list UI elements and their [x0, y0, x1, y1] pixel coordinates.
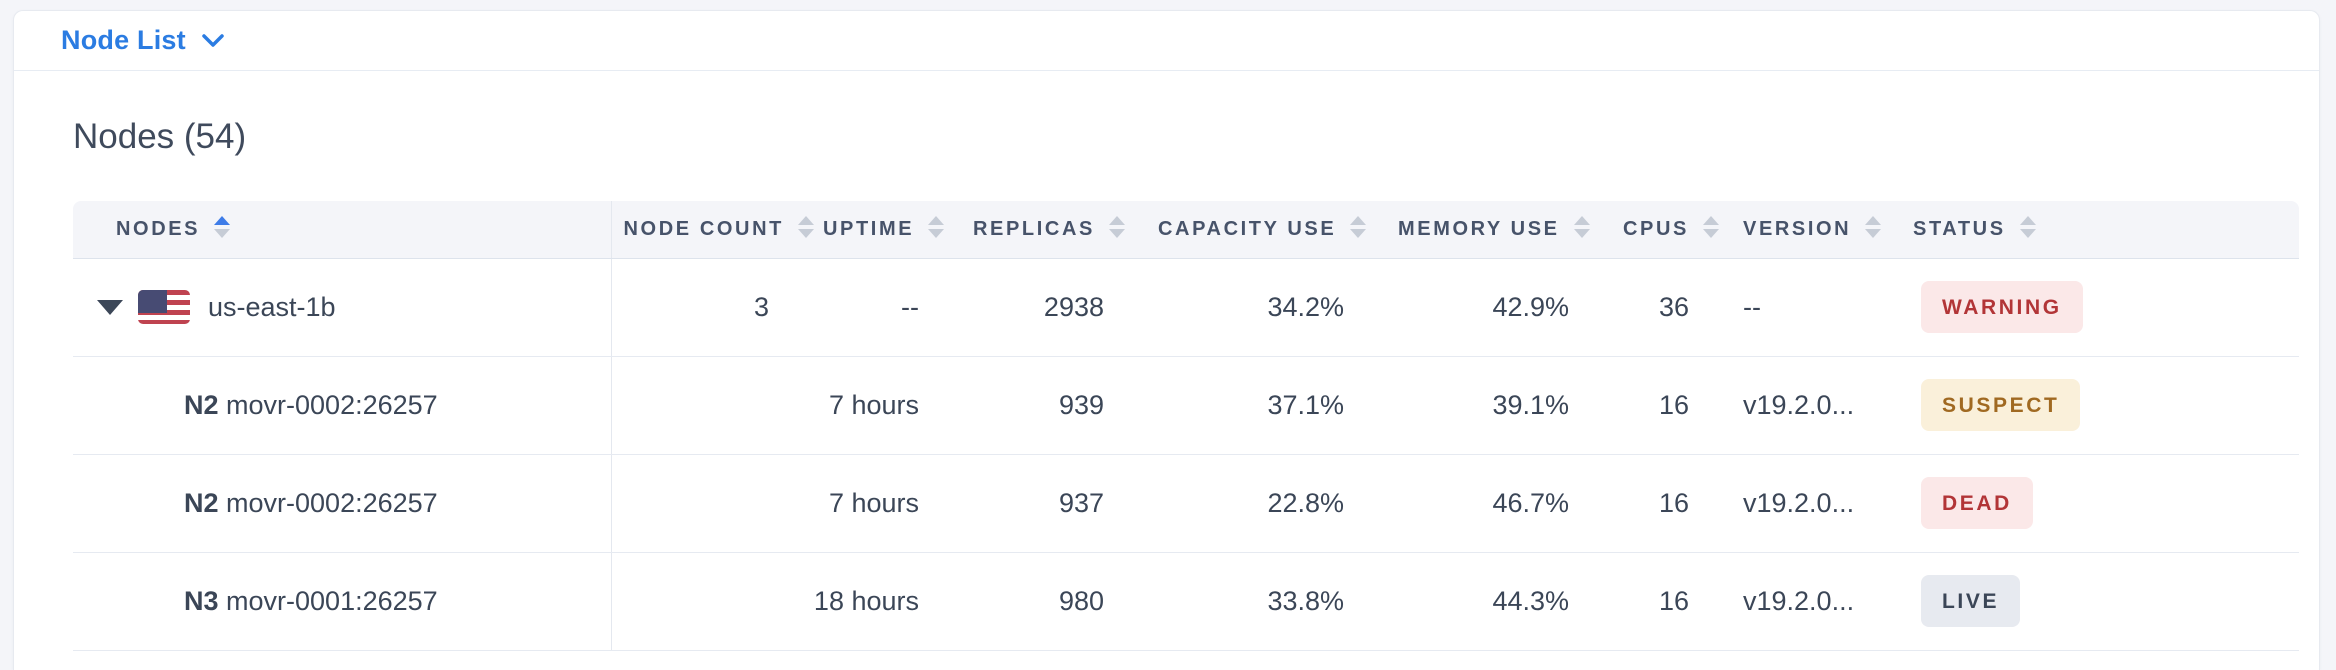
memory-use-cell: 42.9%: [1386, 258, 1611, 357]
version-cell: v19.2.0...: [1731, 356, 1901, 455]
us-flag-icon: [138, 290, 190, 324]
uptime-cell: 7 hours: [811, 356, 961, 455]
replicas-cell: 2938: [961, 258, 1146, 357]
sort-icon: [1865, 216, 1882, 239]
table-row-node[interactable]: N3 movr-0001:26257 18 hours 980 33.8% 44…: [73, 552, 2299, 651]
version-cell: v19.2.0...: [1731, 552, 1901, 651]
sort-icon: [214, 216, 231, 239]
column-label: CPUS: [1623, 217, 1689, 240]
node-address: movr-0002:26257: [226, 487, 438, 518]
page-title: Nodes (54): [73, 117, 247, 156]
cpus-cell: 16: [1611, 356, 1731, 455]
table-row-region[interactable]: us-east-1b 3 -- 2938 34.2% 42.9% 36 -- W…: [73, 258, 2299, 357]
table-row-node[interactable]: N2 movr-0002:26257 7 hours 939 37.1% 39.…: [73, 356, 2299, 455]
status-badge: DEAD: [1921, 477, 2033, 529]
sort-icon: [1702, 216, 1719, 239]
sort-icon: [1573, 216, 1590, 239]
column-label: UPTIME: [823, 217, 915, 240]
node-id: N3: [184, 585, 219, 616]
column-header-version[interactable]: VERSION: [1731, 201, 1901, 259]
column-header-uptime[interactable]: UPTIME: [811, 201, 961, 259]
table-row-node[interactable]: N2 movr-0002:26257 7 hours 937 22.8% 46.…: [73, 454, 2299, 553]
memory-use-cell: 39.1%: [1386, 356, 1611, 455]
column-header-node-count[interactable]: NODE COUNT: [611, 201, 814, 259]
column-header-cpus[interactable]: CPUS: [1611, 201, 1731, 259]
main-content: Nodes (54) NODES NODE COUNT UPTIME: [14, 117, 2319, 651]
replicas-cell: 939: [961, 356, 1146, 455]
caret-down-icon[interactable]: [97, 299, 123, 315]
column-label: MEMORY USE: [1398, 217, 1560, 240]
node-address: movr-0001:26257: [226, 585, 438, 616]
capacity-use-cell: 37.1%: [1146, 356, 1386, 455]
node-count-cell: [611, 552, 811, 651]
sort-icon: [1350, 216, 1367, 239]
column-header-replicas[interactable]: REPLICAS: [961, 201, 1146, 259]
node-list-card: Node List Nodes (54) NODES NODE COUNT: [13, 10, 2320, 670]
status-badge: WARNING: [1921, 281, 2083, 333]
node-count-cell: [611, 454, 811, 553]
column-label: CAPACITY USE: [1158, 217, 1337, 240]
sort-icon: [797, 216, 814, 239]
replicas-cell: 937: [961, 454, 1146, 553]
node-id: N2: [184, 487, 219, 518]
memory-use-cell: 46.7%: [1386, 454, 1611, 553]
cpus-cell: 36: [1611, 258, 1731, 357]
replicas-cell: 980: [961, 552, 1146, 651]
uptime-cell: --: [811, 258, 961, 357]
table-header-row: NODES NODE COUNT UPTIME REPLICAS CAPACIT…: [73, 201, 2299, 259]
version-cell: --: [1731, 258, 1901, 357]
memory-use-cell: 44.3%: [1386, 552, 1611, 651]
column-label: STATUS: [1913, 217, 2006, 240]
column-label: VERSION: [1743, 217, 1852, 240]
status-badge: SUSPECT: [1921, 379, 2081, 431]
node-list-dropdown[interactable]: Node List: [61, 25, 224, 56]
region-name: us-east-1b: [208, 291, 336, 322]
sort-icon: [1108, 216, 1125, 239]
version-cell: v19.2.0...: [1731, 454, 1901, 553]
cpus-cell: 16: [1611, 454, 1731, 553]
node-id: N2: [184, 389, 219, 420]
column-label: NODES: [116, 217, 201, 240]
cpus-cell: 16: [1611, 552, 1731, 651]
capacity-use-cell: 34.2%: [1146, 258, 1386, 357]
column-header-status[interactable]: STATUS: [1901, 201, 2299, 259]
column-header-nodes[interactable]: NODES: [73, 201, 612, 259]
node-count-cell: [611, 356, 811, 455]
node-address: movr-0002:26257: [226, 389, 438, 420]
uptime-cell: 7 hours: [811, 454, 961, 553]
column-label: NODE COUNT: [623, 217, 784, 240]
sort-icon: [928, 216, 945, 239]
nodes-table: NODES NODE COUNT UPTIME REPLICAS CAPACIT…: [73, 201, 2299, 651]
column-header-capacity-use[interactable]: CAPACITY USE: [1146, 201, 1386, 259]
chevron-down-icon: [202, 33, 224, 47]
node-count-cell: 3: [611, 258, 811, 357]
column-label: REPLICAS: [973, 217, 1095, 240]
uptime-cell: 18 hours: [811, 552, 961, 651]
top-navbar: Node List: [14, 11, 2319, 71]
node-list-dropdown-label: Node List: [61, 25, 186, 55]
capacity-use-cell: 22.8%: [1146, 454, 1386, 553]
sort-icon: [2019, 216, 2036, 239]
column-header-memory-use[interactable]: MEMORY USE: [1386, 201, 1611, 259]
capacity-use-cell: 33.8%: [1146, 552, 1386, 651]
status-badge: LIVE: [1921, 575, 2021, 627]
